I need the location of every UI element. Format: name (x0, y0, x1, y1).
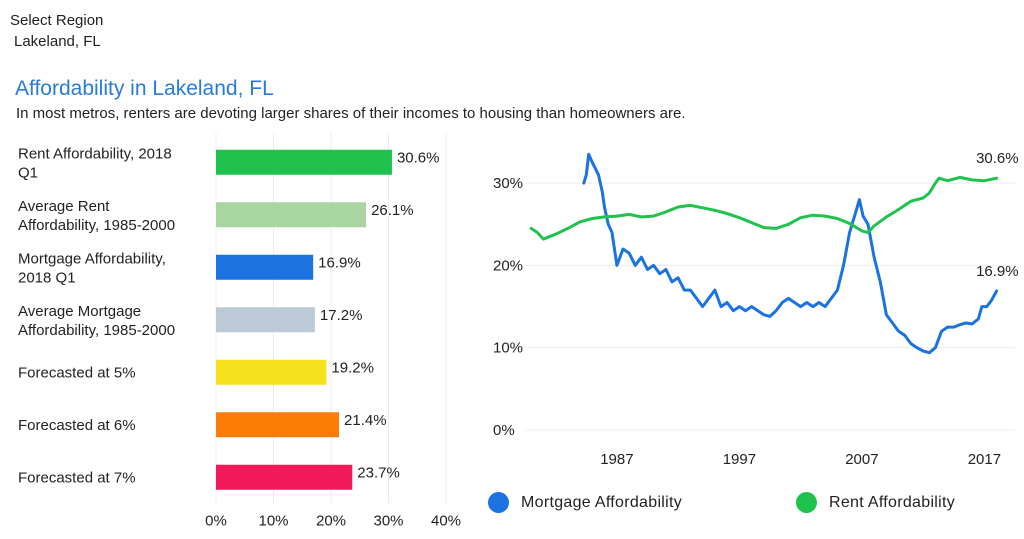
bar-value-label: 19.2% (331, 359, 374, 376)
rent-legend-label: Rent Affordability (829, 493, 956, 511)
bar[interactable] (216, 464, 353, 490)
rent-legend-dot (796, 492, 817, 513)
line-y-tick-label: 10% (493, 340, 523, 357)
bar[interactable] (216, 254, 314, 280)
line-x-tick-label: 2017 (968, 451, 1001, 468)
bar-category-label: Forecasted at 5% (18, 364, 136, 381)
region-select[interactable]: Lakeland, FL (14, 33, 101, 50)
bar-x-tick-label: 30% (373, 513, 403, 530)
series-line[interactable] (529, 175, 999, 241)
page-subtitle: In most metros, renters are devoting lar… (16, 105, 686, 122)
line-y-tick-label: 0% (493, 422, 515, 439)
bar-chart: 0% 10% 20% 30% 40% Rent Affordability, 2018 Q1… (18, 133, 461, 530)
series-end-label: 16.9% (976, 263, 1019, 280)
line-chart: 0% 10% 20% 30% 1987 1997 2007 2017 16.9% 30.6% (493, 150, 1019, 468)
bar-x-tick-label: 0% (205, 513, 227, 530)
bar-value-label: 17.2% (320, 307, 363, 324)
legend-item-mortgage[interactable]: Mortgage Affordability (488, 492, 682, 513)
bar-category-label-line: Average Rent (18, 198, 110, 215)
bar-category-label-line: Forecasted at 7% (18, 469, 136, 486)
bar-value-label: 26.1% (371, 202, 414, 219)
bar[interactable] (216, 359, 327, 385)
bar-category-label-line: Affordability, 1985-2000 (18, 322, 175, 339)
mortgage-legend-label: Mortgage Affordability (521, 493, 683, 511)
bar[interactable] (216, 307, 315, 333)
line-y-tick-label: 20% (493, 257, 523, 274)
bar-x-tick-label: 20% (316, 513, 346, 530)
bar-category-label: Mortgage Affordability, 2018 Q1 (18, 250, 166, 286)
mortgage-legend-dot (488, 492, 509, 513)
bar-category-label-line: Affordability, 1985-2000 (18, 217, 175, 234)
bar[interactable] (216, 412, 340, 438)
bar-category-label: Rent Affordability, 2018 Q1 (18, 145, 172, 181)
bar-category-label-line: Q1 (18, 164, 38, 181)
bar[interactable] (216, 202, 367, 228)
bar-value-label: 30.6% (397, 149, 440, 166)
bar-category-label-line: 2018 Q1 (18, 269, 76, 286)
legend-item-rent[interactable]: Rent Affordability (796, 492, 955, 513)
bar-x-tick-label: 10% (258, 513, 288, 530)
line-x-tick-label: 1997 (723, 451, 756, 468)
bar-value-label: 21.4% (344, 412, 387, 429)
bar-category-label: Forecasted at 7% (18, 469, 136, 486)
series-line[interactable] (582, 152, 999, 355)
bar-value-label: 23.7% (357, 464, 400, 481)
bar-value-label: 16.9% (318, 254, 361, 271)
bar-category-label: Forecasted at 6% (18, 417, 136, 434)
bar[interactable] (216, 149, 392, 175)
bar-category-label-line: Mortgage Affordability, (18, 250, 166, 267)
line-y-tick-label: 30% (493, 175, 523, 192)
page-title: Affordability in Lakeland, FL (15, 77, 274, 100)
series-end-label: 30.6% (976, 150, 1019, 167)
bar-category-label: Average Rent Affordability, 1985-2000 (18, 198, 175, 234)
bar-category-label-line: Forecasted at 6% (18, 417, 136, 434)
bar-category-label-line: Rent Affordability, 2018 (18, 145, 172, 162)
line-x-tick-label: 2007 (845, 451, 878, 468)
bar-x-tick-label: 40% (431, 513, 461, 530)
bar-category-label-line: Forecasted at 5% (18, 364, 136, 381)
bar-category-label-line: Average Mortgage (18, 303, 141, 320)
bar-category-label: Average Mortgage Affordability, 1985-2000 (18, 303, 175, 339)
select-region-label: Select Region (10, 12, 104, 29)
line-x-tick-label: 1987 (600, 451, 633, 468)
